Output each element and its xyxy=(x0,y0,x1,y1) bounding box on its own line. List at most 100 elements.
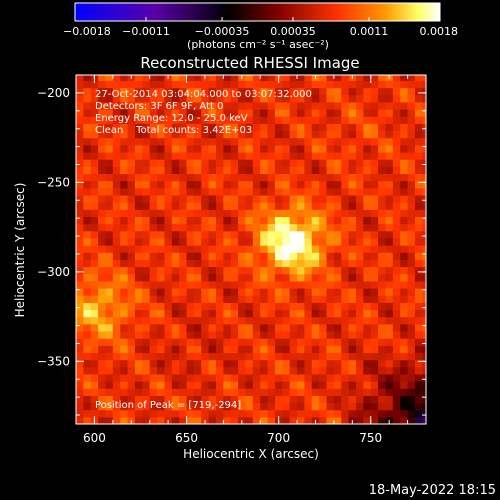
heatmap-cell xyxy=(311,280,320,289)
heatmap-cell xyxy=(179,109,188,117)
heatmap-cell xyxy=(385,87,394,96)
heatmap-cell xyxy=(311,166,320,175)
heatmap-cell xyxy=(267,338,276,346)
heatmap-cell xyxy=(76,338,84,346)
heatmap-cell xyxy=(311,223,320,232)
heatmap-cell xyxy=(230,345,239,354)
heatmap-cell xyxy=(193,359,202,368)
heatmap-cell xyxy=(282,273,291,282)
heatmap-cell xyxy=(304,194,313,203)
heatmap-cell xyxy=(201,216,210,225)
heatmap-cell xyxy=(238,309,247,318)
heatmap-cell xyxy=(356,395,364,404)
heatmap-cell xyxy=(289,373,298,382)
heatmap-cell xyxy=(252,194,261,203)
heatmap-cell xyxy=(267,252,276,260)
heatmap-cell xyxy=(76,116,84,124)
heatmap-cell xyxy=(297,137,306,146)
heatmap-cell xyxy=(127,287,136,296)
heatmap-cell xyxy=(98,94,107,103)
heatmap-cell xyxy=(341,75,350,81)
heatmap-cell xyxy=(333,316,342,325)
heatmap-cell xyxy=(304,373,313,382)
heatmap-cell xyxy=(105,109,114,117)
heatmap-cell xyxy=(333,123,342,132)
heatmap-cell xyxy=(149,87,158,96)
heatmap-cell xyxy=(341,173,350,182)
heatmap-cell xyxy=(392,166,401,175)
heatmap-cell xyxy=(179,159,188,167)
heatmap-cell xyxy=(98,388,107,396)
heatmap-cell xyxy=(179,223,188,232)
heatmap-cell xyxy=(333,94,342,103)
heatmap-cell xyxy=(245,323,254,332)
heatmap-cell xyxy=(311,373,320,382)
heatmap-cell xyxy=(385,252,394,260)
heatmap-cell xyxy=(333,109,342,117)
heatmap-cell xyxy=(304,216,313,225)
heatmap-cell xyxy=(363,202,372,210)
heatmap-cell xyxy=(356,273,364,282)
heatmap-cell xyxy=(76,202,84,210)
heatmap-cell xyxy=(282,202,291,210)
heatmap-cell xyxy=(105,266,114,275)
heatmap-cell xyxy=(223,173,232,182)
heatmap-image xyxy=(76,75,426,424)
heatmap-cell xyxy=(282,87,291,96)
heatmap-cell xyxy=(105,287,114,296)
heatmap-cell xyxy=(230,137,239,146)
heatmap-cell xyxy=(171,373,180,382)
heatmap-cell xyxy=(282,259,291,268)
heatmap-cell xyxy=(304,273,313,282)
heatmap-cell xyxy=(341,323,350,332)
heatmap-cell xyxy=(414,230,423,239)
heatmap-cell xyxy=(201,109,210,117)
heatmap-cell xyxy=(311,409,320,418)
heatmap-cell xyxy=(134,409,143,418)
heatmap-cell xyxy=(260,409,269,418)
heatmap-cell xyxy=(134,137,143,146)
heatmap-cell xyxy=(83,180,92,189)
heatmap-cell xyxy=(414,345,423,354)
heatmap-cell xyxy=(407,75,416,81)
heatmap-cell xyxy=(193,87,202,96)
heatmap-cell xyxy=(414,338,423,346)
heatmap-cell xyxy=(98,159,107,167)
heatmap-cell xyxy=(208,101,217,110)
heatmap-cell xyxy=(348,166,357,175)
heatmap-cell xyxy=(120,316,129,325)
heatmap-cell xyxy=(297,273,306,282)
heatmap-cell xyxy=(208,366,217,375)
annotation-energy-range: Energy Range: 12.0 - 25.0 keV xyxy=(95,113,248,124)
heatmap-cell xyxy=(76,187,84,196)
heatmap-cell xyxy=(341,202,350,210)
heatmap-cell xyxy=(201,359,210,368)
heatmap-cell xyxy=(252,373,261,382)
heatmap-cell xyxy=(120,202,129,210)
heatmap-cell xyxy=(400,80,409,89)
heatmap-cell xyxy=(400,266,409,275)
heatmap-cell xyxy=(171,109,180,117)
heatmap-cell xyxy=(400,151,409,160)
heatmap-cell xyxy=(370,137,379,146)
heatmap-cell xyxy=(245,159,254,167)
heatmap-cell xyxy=(385,330,394,339)
heatmap-cell xyxy=(105,94,114,103)
heatmap-cell xyxy=(90,381,99,389)
heatmap-cell xyxy=(400,352,409,361)
heatmap-cell xyxy=(282,309,291,318)
heatmap-cell xyxy=(400,330,409,339)
heatmap-cell xyxy=(407,352,416,361)
heatmap-cell xyxy=(348,80,357,89)
heatmap-cell xyxy=(193,245,202,253)
heatmap-cell xyxy=(297,366,306,375)
heatmap-cell xyxy=(422,345,426,354)
heatmap-cell xyxy=(120,259,129,268)
heatmap-cell xyxy=(267,266,276,275)
heatmap-cell xyxy=(216,302,224,311)
heatmap-cell xyxy=(341,295,350,303)
heatmap-cell xyxy=(414,273,423,282)
heatmap-cell xyxy=(392,180,401,189)
heatmap-cell xyxy=(157,123,166,132)
heatmap-cell xyxy=(341,359,350,368)
